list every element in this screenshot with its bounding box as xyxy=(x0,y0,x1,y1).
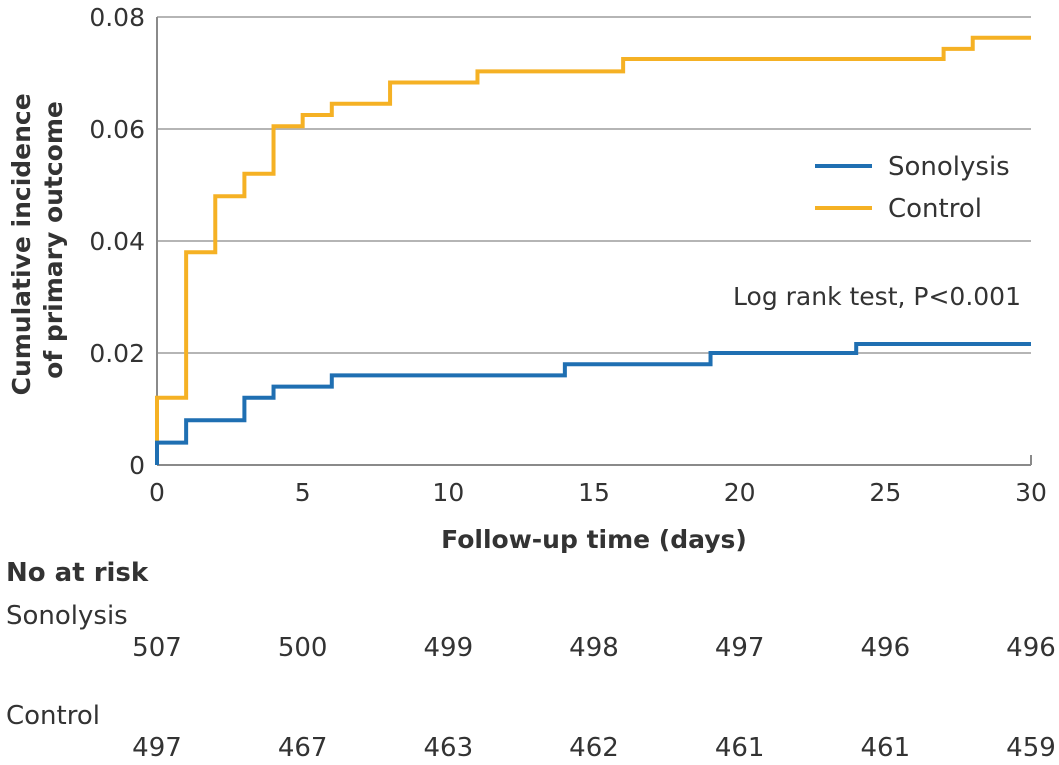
risk-count-control: 461 xyxy=(714,733,765,763)
risk-group-label-control: Control xyxy=(6,701,100,731)
km-chart: 0 0.02 0.04 0.06 0.08 0 5 10 15 20 25 30 Sonolysis… xyxy=(7,3,1047,554)
y-axis-label-line2: of primary outcome xyxy=(39,101,68,379)
risk-count-sonolysis: 496 xyxy=(860,633,911,663)
x-tick-label: 15 xyxy=(578,478,610,507)
series-lines xyxy=(155,35,1031,465)
x-tick-label: 0 xyxy=(149,478,165,507)
x-tick-labels: 0 5 10 15 20 25 30 xyxy=(149,478,1047,507)
series-line-control xyxy=(155,35,1031,443)
risk-count-control: 461 xyxy=(860,733,911,763)
risk-table-title: No at risk xyxy=(6,558,149,588)
axes xyxy=(156,17,1032,466)
y-tick-label: 0.08 xyxy=(89,3,145,32)
risk-count-sonolysis: 499 xyxy=(423,633,474,663)
risk-group-label-sonolysis: Sonolysis xyxy=(6,601,128,631)
y-tick-label: 0.06 xyxy=(89,115,145,144)
y-tick-labels: 0 0.02 0.04 0.06 0.08 xyxy=(89,3,145,480)
risk-count-sonolysis: 497 xyxy=(714,633,765,663)
x-tick-label: 5 xyxy=(295,478,311,507)
x-tick-label: 10 xyxy=(432,478,464,507)
risk-count-control: 463 xyxy=(423,733,474,763)
risk-count-sonolysis: 498 xyxy=(569,633,619,663)
risk-count-sonolysis: 496 xyxy=(1006,633,1056,663)
x-tick-label: 30 xyxy=(1015,478,1047,507)
y-axis-label: Cumulative incidence of primary outcome xyxy=(7,85,68,396)
series-line-sonolysis xyxy=(155,342,1031,465)
x-axis-label: Follow-up time (days) xyxy=(441,525,747,554)
log-rank-annotation: Log rank test, P<0.001 xyxy=(733,282,1021,311)
x-tick-label: 20 xyxy=(724,478,756,507)
legend-label-control: Control xyxy=(888,194,982,224)
y-axis-label-line1: Cumulative incidence xyxy=(7,93,36,395)
y-tick-label: 0.02 xyxy=(89,339,145,368)
risk-count-control: 497 xyxy=(132,733,182,763)
y-tick-label: 0.04 xyxy=(89,227,145,256)
y-tick-label: 0 xyxy=(129,451,145,480)
risk-count-sonolysis: 500 xyxy=(277,633,328,663)
risk-count-control: 462 xyxy=(569,733,619,763)
risk-count-control: 459 xyxy=(1006,733,1056,763)
legend-label-sonolysis: Sonolysis xyxy=(888,152,1010,182)
legend: Sonolysis Control xyxy=(815,152,1010,224)
risk-count-control: 467 xyxy=(277,733,328,763)
x-tick-label: 25 xyxy=(869,478,901,507)
gridlines xyxy=(157,16,1031,354)
risk-count-sonolysis: 507 xyxy=(132,633,182,663)
